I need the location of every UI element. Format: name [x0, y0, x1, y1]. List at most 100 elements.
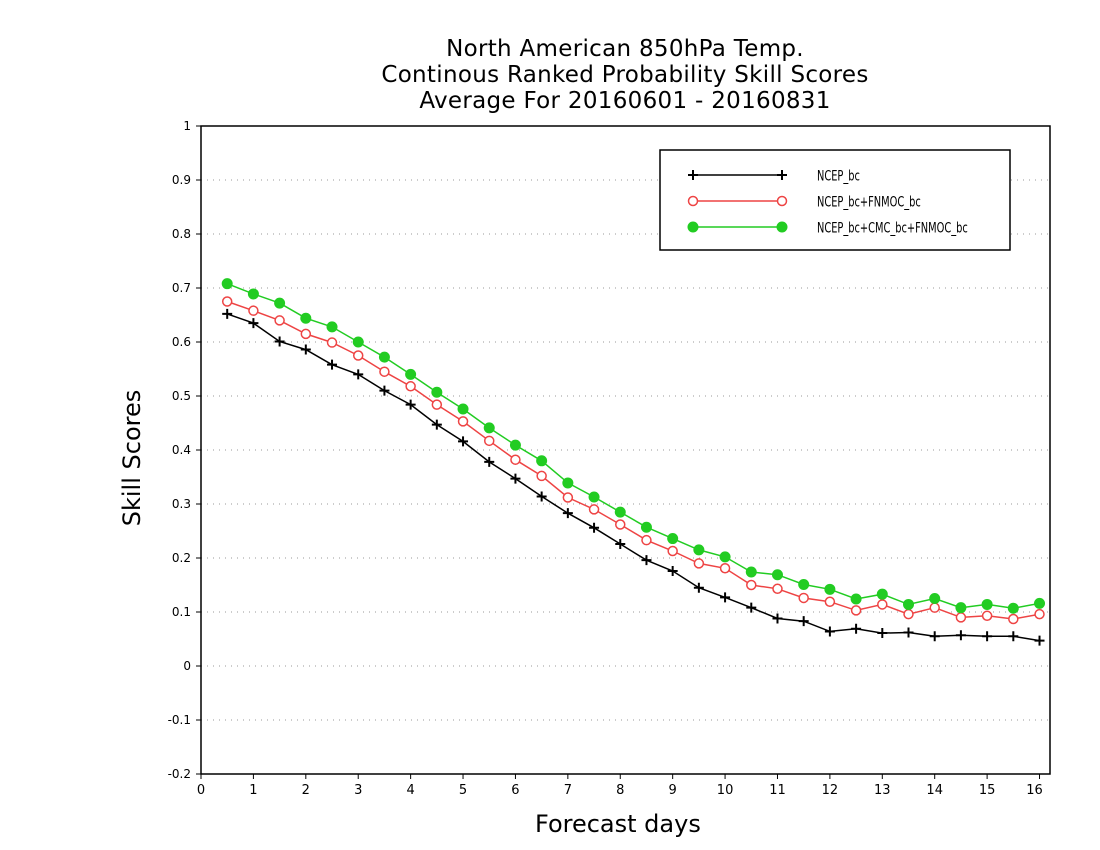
y-tick-label: 0.9 — [172, 173, 191, 187]
series-line — [226, 283, 1040, 609]
data-point — [798, 592, 809, 604]
chart-title-line-1: North American 850hPa Temp. — [446, 36, 804, 62]
data-point — [274, 297, 286, 309]
y-tick-label: -0.2 — [168, 767, 191, 781]
legend-box — [659, 149, 1011, 251]
legend-marker — [776, 195, 788, 207]
legend-entry-2: NCEP_bc+CMC_bc+FNMOC_bc — [687, 220, 968, 236]
data-point — [720, 592, 731, 603]
x-tick-label: 16 — [1026, 783, 1043, 798]
data-point — [588, 504, 600, 515]
data-point — [615, 519, 626, 530]
data-point — [378, 351, 390, 363]
x-tick-label: 10 — [717, 783, 734, 798]
data-point — [955, 612, 967, 623]
data-point — [300, 344, 311, 355]
x-tick-label: 1 — [249, 783, 257, 798]
data-point — [614, 506, 626, 518]
data-point — [458, 436, 469, 447]
data-point — [1034, 608, 1045, 620]
series-line — [226, 300, 1040, 620]
y-tick-label: -0.1 — [168, 713, 191, 727]
data-point — [719, 563, 731, 574]
data-point — [981, 598, 993, 610]
data-point — [431, 419, 442, 430]
data-point — [300, 312, 312, 324]
data-point — [509, 439, 521, 451]
legend-marker — [777, 170, 787, 180]
y-tick-label: 0 — [183, 659, 191, 673]
data-point — [667, 565, 678, 576]
data-point — [562, 492, 574, 503]
y-axis-title: Skill Scores — [118, 389, 146, 527]
data-point — [510, 473, 521, 484]
data-point — [693, 582, 704, 593]
data-point — [327, 359, 338, 370]
data-point — [929, 593, 941, 604]
data-point — [667, 533, 679, 545]
data-point — [746, 602, 757, 613]
y-tick-label: 0.1 — [172, 605, 191, 619]
axis-ticks: -0.2-0.100.10.20.30.40.50.60.70.80.910 1 2… — [168, 119, 1043, 798]
data-point — [955, 630, 966, 641]
data-point — [405, 399, 416, 410]
data-point — [641, 555, 652, 566]
data-point — [903, 608, 914, 620]
data-point — [510, 454, 521, 465]
y-tick-label: 0.6 — [172, 335, 191, 349]
x-tick-label: 0 — [197, 783, 205, 798]
legend-marker — [776, 221, 788, 233]
plot-frame — [200, 125, 1051, 775]
data-point — [981, 610, 993, 622]
y-tick-label: 0.2 — [172, 551, 191, 565]
legend-label: NCEP_bc — [817, 168, 860, 184]
data-point — [745, 566, 757, 578]
legend: NCEP_bc NCEP_bc+FNMOC_bc NCEP_bc+CMC_bc+FN… — [659, 149, 1011, 251]
data-point — [562, 508, 573, 519]
data-point — [405, 368, 417, 380]
data-point — [640, 521, 652, 533]
x-tick-label: 12 — [822, 783, 839, 798]
data-point — [641, 534, 652, 546]
y-tick-label: 0.5 — [172, 389, 191, 403]
data-point — [876, 588, 888, 600]
data-point — [326, 337, 338, 348]
data-point — [1034, 635, 1045, 646]
data-point — [222, 308, 233, 319]
y-tick-label: 0.7 — [172, 281, 191, 295]
data-point — [771, 569, 783, 581]
data-point — [798, 616, 809, 627]
data-point — [851, 623, 862, 634]
x-axis-title: Forecast days — [535, 810, 701, 838]
y-tick-label: 0.3 — [172, 497, 191, 511]
data-point — [903, 627, 914, 638]
x-tick-label: 13 — [874, 783, 891, 798]
legend-entry-1: NCEP_bc+FNMOC_bc — [687, 194, 921, 210]
data-point — [274, 336, 285, 347]
data-point — [719, 551, 731, 563]
data-point — [431, 399, 443, 410]
data-point — [588, 491, 600, 503]
data-point — [562, 477, 574, 489]
data-point — [955, 602, 967, 614]
data-point — [379, 385, 390, 396]
chart-title-line-2: Continous Ranked Probability Skill Score… — [381, 62, 869, 88]
data-point — [483, 422, 495, 434]
data-point — [457, 403, 469, 415]
grid-lines — [201, 179, 1050, 721]
data-point — [247, 288, 259, 300]
data-point — [693, 544, 705, 556]
data-point — [929, 631, 940, 642]
data-point — [824, 596, 836, 607]
data-point — [352, 336, 364, 348]
data-point — [431, 386, 443, 398]
data-point — [353, 369, 364, 380]
data-point — [405, 381, 416, 392]
data-point — [457, 416, 469, 427]
data-point — [798, 578, 810, 590]
legend-marker — [687, 195, 699, 207]
chart-title-line-3: Average For 20160601 - 20160831 — [419, 88, 831, 114]
data-point — [1008, 613, 1019, 625]
data-point — [536, 470, 547, 482]
